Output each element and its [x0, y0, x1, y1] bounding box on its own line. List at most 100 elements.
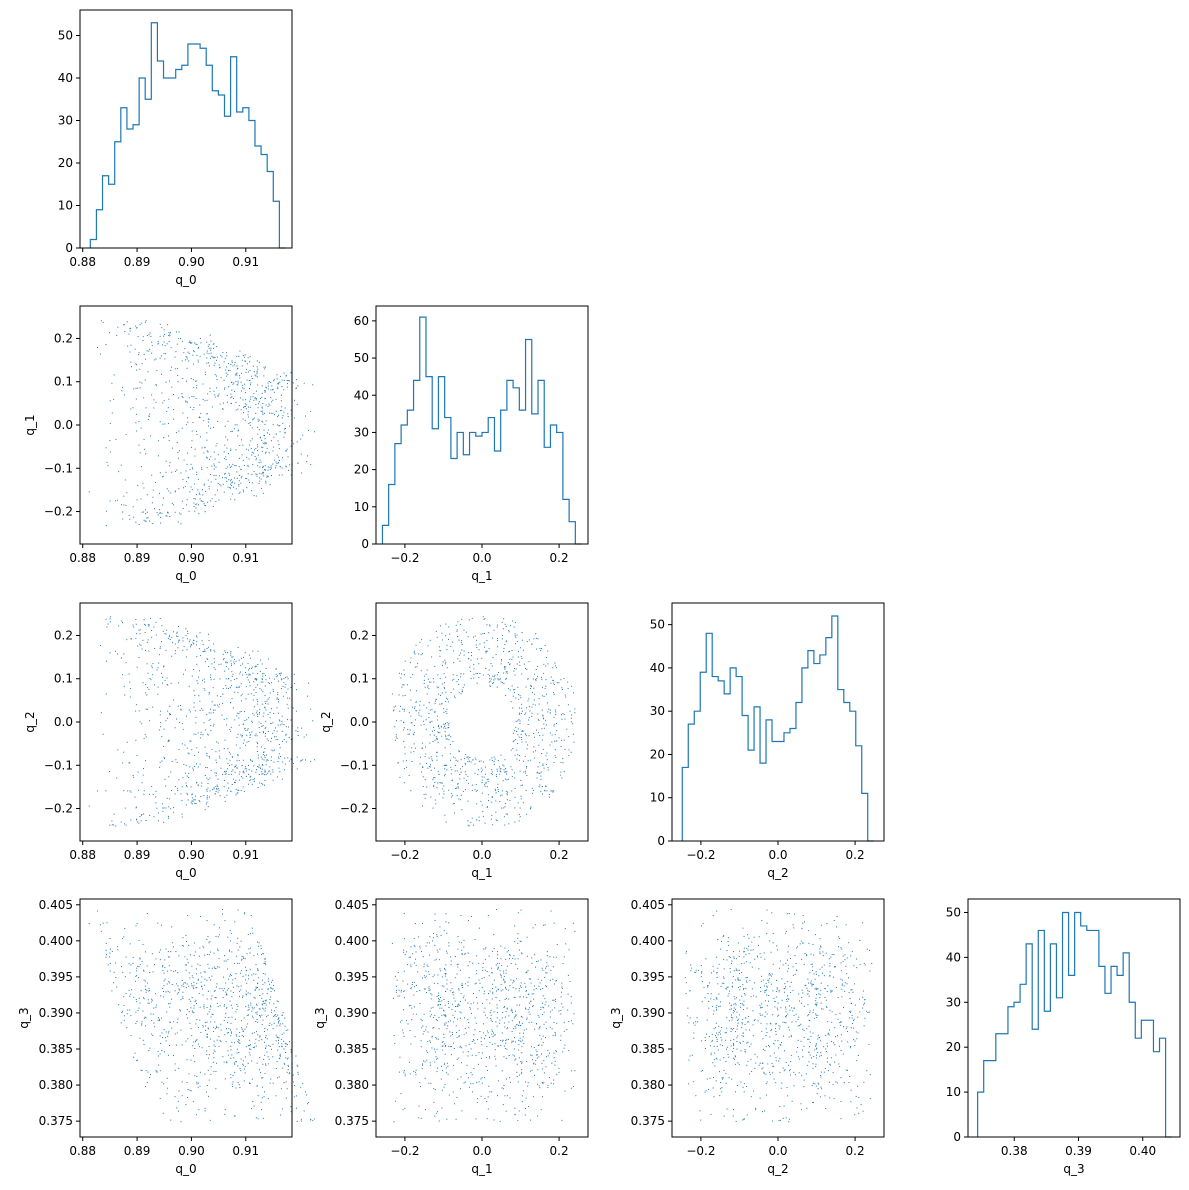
- scatter-point: [261, 1004, 263, 1006]
- scatter-point: [426, 786, 428, 788]
- scatter-point: [415, 690, 417, 692]
- scatter-point: [230, 485, 232, 487]
- scatter-point: [484, 633, 486, 634]
- scatter-point: [278, 456, 280, 458]
- scatter-point: [254, 374, 256, 376]
- scatter-point: [528, 735, 530, 737]
- scatter-point: [541, 753, 543, 755]
- scatter-point: [130, 1035, 132, 1037]
- scatter-point: [136, 364, 138, 366]
- scatter-point: [164, 679, 166, 681]
- scatter-point: [193, 407, 195, 409]
- scatter-point: [242, 1063, 244, 1065]
- scatter-point: [530, 982, 532, 984]
- scatter-point: [427, 1031, 429, 1033]
- scatter-point: [191, 985, 193, 987]
- scatter-point: [545, 724, 547, 726]
- scatter-point: [206, 457, 208, 459]
- scatter-point: [278, 756, 280, 758]
- scatter-point: [443, 790, 445, 792]
- scatter-point: [256, 366, 258, 368]
- scatter-point: [273, 678, 275, 680]
- scatter-point: [178, 331, 180, 333]
- scatter-point: [419, 709, 421, 711]
- scatter-point: [268, 452, 270, 454]
- scatter-point: [554, 1064, 556, 1066]
- scatter-point: [268, 1058, 270, 1060]
- scatter-point: [536, 777, 538, 779]
- scatter-point: [143, 519, 145, 521]
- scatter-point: [181, 979, 183, 981]
- scatter-point: [265, 442, 267, 444]
- scatter-point: [130, 791, 132, 793]
- scatter-point: [456, 1096, 458, 1098]
- scatter-point: [480, 760, 482, 762]
- scatter-point: [153, 1007, 155, 1009]
- scatter-point: [509, 663, 511, 665]
- scatter-point: [516, 641, 518, 643]
- scatter-point: [570, 1087, 572, 1089]
- scatter-point: [253, 694, 255, 696]
- scatter-point: [196, 782, 198, 784]
- scatter-point: [460, 794, 462, 796]
- scatter-point: [167, 740, 169, 742]
- scatter-point: [452, 1033, 454, 1035]
- scatter-point: [155, 993, 157, 995]
- scatter-point: [246, 741, 248, 743]
- scatter-point: [267, 713, 269, 715]
- scatter-point: [201, 986, 203, 988]
- scatter-point: [443, 708, 445, 710]
- scatter-point: [471, 789, 473, 791]
- scatter-point: [254, 456, 256, 458]
- scatter-point: [499, 801, 501, 803]
- scatter-point: [267, 1056, 269, 1058]
- scatter-point: [281, 1014, 283, 1016]
- scatter-point: [190, 1028, 192, 1030]
- scatter-point: [164, 345, 166, 347]
- scatter-point: [262, 731, 264, 733]
- scatter-point: [308, 1101, 310, 1103]
- scatter-point: [429, 1040, 431, 1042]
- scatter-point: [511, 1008, 513, 1010]
- scatter-point: [159, 617, 161, 619]
- scatter-point: [219, 703, 220, 705]
- y-tick-label: 0.0: [54, 715, 73, 729]
- scatter-point: [253, 955, 255, 957]
- scatter-point: [496, 1025, 498, 1027]
- scatter-point: [269, 1022, 271, 1024]
- scatter-point: [521, 953, 523, 955]
- scatter-point: [206, 1036, 208, 1038]
- scatter-point: [245, 993, 247, 995]
- scatter-point: [443, 764, 445, 766]
- y-tick-label: 30: [650, 704, 665, 718]
- scatter-point: [535, 680, 537, 682]
- scatter-point: [191, 800, 193, 802]
- scatter-point: [212, 343, 214, 345]
- scatter-point: [271, 1048, 272, 1050]
- scatter-point: [124, 976, 126, 978]
- scatter-point: [215, 967, 217, 969]
- scatter-point: [560, 771, 562, 773]
- scatter-point: [243, 770, 245, 772]
- scatter-point: [484, 959, 486, 961]
- scatter-point: [271, 1024, 273, 1026]
- scatter-point: [287, 1064, 289, 1066]
- scatter-point: [269, 1045, 271, 1047]
- scatter-point: [253, 706, 255, 708]
- scatter-point: [406, 684, 408, 686]
- scatter-point: [433, 974, 435, 976]
- scatter-point: [237, 949, 239, 951]
- scatter-point: [121, 504, 123, 506]
- scatter-point: [214, 996, 216, 998]
- scatter-point: [446, 1118, 448, 1120]
- scatter-point: [243, 407, 245, 409]
- scatter-point: [150, 435, 152, 437]
- scatter-point: [248, 379, 250, 381]
- scatter-point: [260, 1101, 262, 1103]
- scatter-point: [233, 663, 235, 665]
- scatter-point: [255, 495, 257, 497]
- scatter-point: [201, 467, 203, 469]
- scatter-point: [224, 773, 226, 775]
- scatter-point: [556, 730, 558, 732]
- scatter-point: [278, 444, 280, 446]
